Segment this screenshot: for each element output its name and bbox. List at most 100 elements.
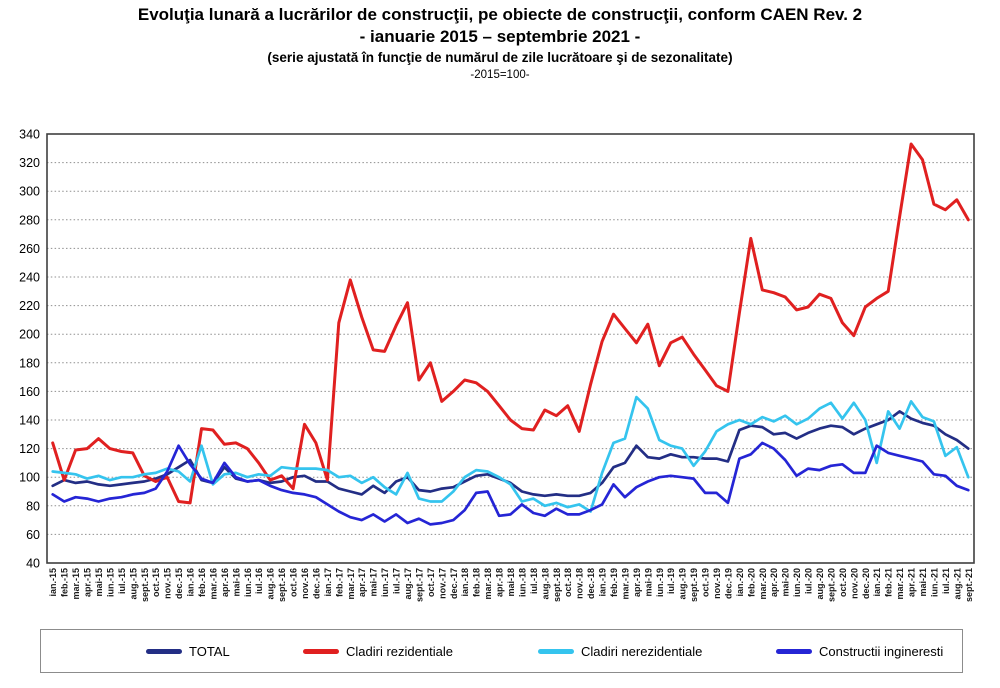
x-axis-tick-label: apr.-16 (220, 568, 230, 597)
legend-label-total: TOTAL (189, 643, 230, 659)
x-axis-tick-label: apr.-15 (83, 568, 93, 597)
x-axis-tick-label: feb.-21 (884, 568, 894, 597)
chart-subtitle-note: (serie ajustată în funcţie de numărul de… (267, 50, 733, 65)
x-axis-tick-label: nov.-16 (300, 568, 310, 599)
x-axis-tick-label: oct.-19 (701, 568, 711, 597)
x-axis-tick-label: nov.-18 (575, 568, 585, 599)
x-axis-tick-label: ian.-19 (598, 568, 608, 597)
x-axis-tick-label: iul.-17 (392, 568, 402, 594)
x-axis-tick-label: mar.-15 (71, 568, 81, 600)
x-axis-tick-label: aug.-17 (403, 568, 413, 600)
x-axis-tick-label: mar.-17 (346, 568, 356, 600)
x-axis-tick-label: sept.-16 (277, 568, 287, 602)
legend-swatch-nerezidentiale (538, 648, 574, 654)
x-axis-tick-label: feb.-18 (472, 568, 482, 597)
x-axis-tick-label: mar.-18 (483, 568, 493, 600)
plot-border (46, 133, 975, 564)
x-axis-tick-label: mai-16 (231, 568, 241, 597)
legend-item-rezidentiale: Cladiri rezidentiale (303, 630, 453, 672)
x-axis-tick-label: mai-18 (506, 568, 516, 597)
y-axis-tick-label: 60 (26, 528, 40, 542)
x-axis-tick-label: iun.-18 (517, 568, 527, 597)
chart-legend: TOTAL Cladiri rezidentiale Cladiri nerez… (40, 629, 963, 673)
x-axis-tick-label: sept.-15 (140, 568, 150, 602)
legend-item-total: TOTAL (146, 630, 230, 672)
x-axis-tick-label: iul.-18 (529, 568, 539, 594)
x-axis-tick-label: mar.-21 (895, 568, 905, 600)
legend-label-ingineresti: Constructii ingineresti (819, 643, 944, 659)
x-axis-tick-label: oct.-16 (289, 568, 299, 597)
x-axis-tick-label: sept.-21 (964, 568, 974, 602)
x-axis-tick-label: ian.-17 (323, 568, 333, 597)
x-axis-tick-label: iul.-19 (666, 568, 676, 594)
x-axis-tick-label: iul.-15 (117, 568, 127, 594)
x-axis-tick-label: nov.-15 (163, 568, 173, 599)
x-axis-tick-label: sept.-18 (552, 568, 562, 602)
x-axis-tick-label: ian.-16 (186, 568, 196, 597)
y-axis-tick-label: 120 (19, 442, 40, 456)
x-axis-tick-label: nov.-20 (849, 568, 859, 599)
x-axis-tick-label: mai-19 (643, 568, 653, 597)
x-axis-tick-label: iun.-15 (105, 568, 115, 597)
x-axis-tick-label: mar.-20 (758, 568, 768, 600)
y-axis-tick-label: 220 (19, 299, 40, 313)
x-axis-tick-label: sept.-17 (414, 568, 424, 602)
x-axis-tick-label: apr.-20 (769, 568, 779, 597)
chart-subtitle-base: -2015=100- (470, 69, 530, 81)
legend-label-nerezidentiale: Cladiri nerezidentiale (581, 643, 703, 659)
y-axis-tick-label: 160 (19, 385, 40, 399)
x-axis-tick-label: oct.-15 (151, 568, 161, 597)
series-line-constructii-ingineresti (51, 441, 970, 526)
y-axis-tick-label: 260 (19, 242, 40, 256)
x-axis-tick-label: nov.-19 (712, 568, 722, 599)
x-axis-tick-label: sept.-20 (826, 568, 836, 602)
chart-subtitle-period: - ianuarie 2015 – septembrie 2021 - (359, 27, 641, 46)
x-axis-tick-label: mar.-16 (208, 568, 218, 600)
x-axis-tick-label: dec.-16 (311, 568, 321, 599)
x-axis-tick-label: mai-20 (781, 568, 791, 597)
x-axis-tick-label: sept.-19 (689, 568, 699, 602)
y-axis-tick-label: 200 (19, 328, 40, 342)
x-axis-tick-label: aug.-19 (678, 568, 688, 600)
y-axis-tick-label: 320 (19, 156, 40, 170)
x-axis-tick-label: apr.-18 (495, 568, 505, 597)
legend-item-ingineresti: Constructii ingineresti (776, 630, 943, 672)
x-axis-tick-label: aug.-20 (815, 568, 825, 600)
x-axis-tick-label: dec.-17 (449, 568, 459, 599)
x-axis-tick-label: iun.-19 (655, 568, 665, 597)
y-axis-tick-label: 180 (19, 356, 40, 370)
y-axis-tick-label: 40 (26, 557, 40, 571)
x-axis-tick-label: ian.-18 (460, 568, 470, 597)
x-axis-tick-label: iul.-16 (254, 568, 264, 594)
x-axis-tick-label: iun.-16 (243, 568, 253, 597)
x-axis-tick-label: ian.-21 (872, 568, 882, 597)
x-axis-tick-label: iul.-21 (941, 568, 951, 594)
x-axis-tick-label: iul.-20 (804, 568, 814, 594)
x-axis-tick-label: iun.-20 (792, 568, 802, 597)
x-axis-tick-label: ian.-20 (735, 568, 745, 597)
x-axis-tick-label: oct.-18 (563, 568, 573, 597)
x-axis-tick-label: feb.-15 (60, 568, 70, 597)
legend-swatch-total (146, 648, 182, 654)
x-axis-tick-label: iun.-17 (380, 568, 390, 597)
x-axis-tick-label: dec.-20 (861, 568, 871, 599)
x-axis-tick-label: dec.-19 (723, 568, 733, 599)
legend-swatch-rezidentiale (303, 648, 339, 654)
x-axis-tick-label: oct.-20 (838, 568, 848, 597)
x-axis-tick-label: mai-17 (369, 568, 379, 597)
x-axis-tick-label: dec.-18 (586, 568, 596, 599)
y-axis-tick-label: 280 (19, 213, 40, 227)
x-axis-tick-label: feb.-19 (609, 568, 619, 597)
legend-label-rezidentiale: Cladiri rezidentiale (346, 643, 453, 659)
y-axis-tick-label: 140 (19, 414, 40, 428)
x-axis-tick-label: apr.-19 (632, 568, 642, 597)
x-axis-tick-label: aug.-21 (952, 568, 962, 600)
x-axis-tick-label: feb.-16 (197, 568, 207, 597)
x-axis-tick-label: nov.-17 (437, 568, 447, 599)
x-axis-tick-label: feb.-20 (746, 568, 756, 597)
series-line-cladiri-nerezidentiale (51, 395, 970, 513)
x-axis-tick-label: aug.-18 (540, 568, 550, 600)
y-axis-tick-label: 340 (19, 128, 40, 142)
